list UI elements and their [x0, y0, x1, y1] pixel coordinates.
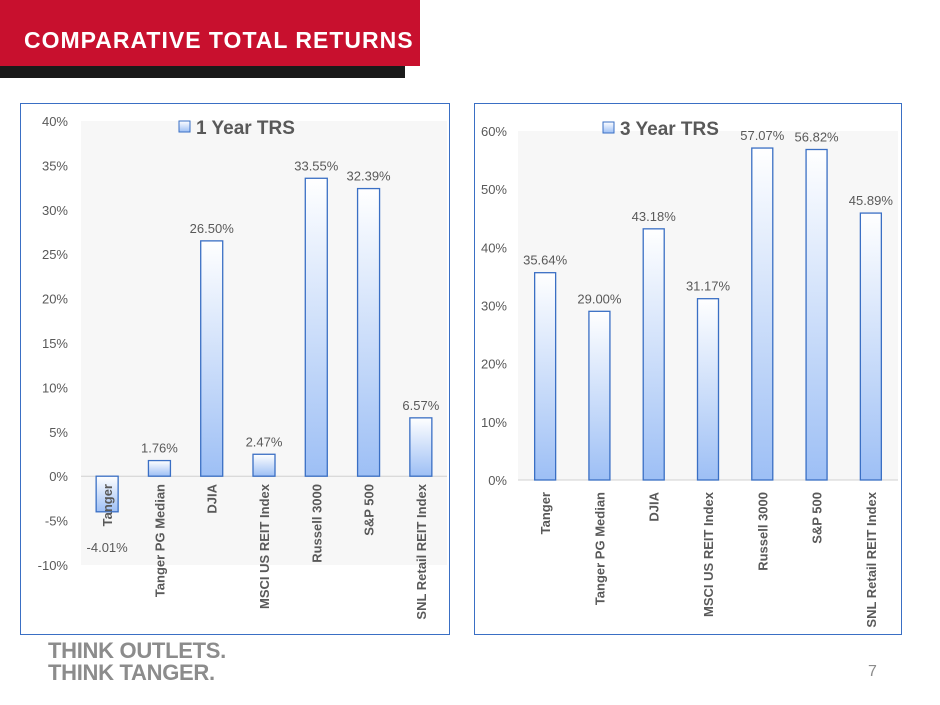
data-label: 35.64%	[523, 253, 568, 268]
y-tick-label: 5%	[49, 425, 68, 440]
category-label: S&P 500	[362, 484, 377, 536]
bar	[409, 417, 433, 477]
y-tick-label: 25%	[42, 247, 68, 262]
category-label: DJIA	[205, 483, 220, 513]
bar	[95, 475, 119, 513]
y-tick-label: 0%	[488, 473, 507, 488]
legend-swatch	[178, 120, 191, 133]
chart-1-year-trs: 40% 35% 30% 25% 20% 15% 10% 5% 0% -5% -10% -4.01% Ta…	[20, 103, 450, 635]
y-tick-label: 30%	[42, 203, 68, 218]
legend-label: 1 Year TRS	[196, 118, 295, 139]
category-label: S&P 500	[810, 492, 825, 544]
data-label: 6.57%	[402, 398, 439, 413]
data-label: 45.89%	[849, 193, 894, 208]
category-label: MSCI US REIT Index	[257, 483, 272, 609]
y-tick-label: -10%	[38, 558, 69, 573]
bar	[642, 228, 665, 481]
data-label: 57.07%	[740, 128, 785, 143]
y-tick-label: 30%	[481, 299, 507, 314]
y-tick-label: 40%	[481, 240, 507, 255]
bar	[696, 298, 720, 481]
data-label: -4.01%	[87, 540, 129, 555]
category-label: Tanger	[538, 492, 553, 534]
y-tick-label: 20%	[42, 292, 68, 307]
chart-3-year-trs: 60% 50% 40% 30% 20% 10% 0% 35.64% Tanger 29.00% Ta…	[474, 103, 902, 635]
data-label: 26.50%	[190, 221, 235, 236]
data-label: 56.82%	[795, 129, 840, 144]
y-tick-label: 35%	[42, 158, 68, 173]
y-tick-label: 20%	[481, 357, 507, 372]
category-label: Tanger PG Median	[152, 484, 167, 597]
bar	[304, 177, 328, 477]
logo-line-1: THINK OUTLETS.	[48, 638, 226, 663]
category-label: MSCI US REIT Index	[701, 491, 716, 617]
data-label: 43.18%	[632, 209, 677, 224]
chart-1-svg: 40% 35% 30% 25% 20% 15% 10% 5% 0% -5% -10% -4.01% Ta…	[38, 114, 447, 620]
bar	[356, 187, 381, 477]
data-label: 32.39%	[347, 169, 392, 184]
title-bar: COMPARATIVE TOTAL RETURNS	[0, 0, 420, 66]
category-label: Tanger PG Median	[592, 492, 607, 605]
bar	[588, 310, 611, 481]
y-tick-label: 10%	[481, 415, 507, 430]
category-label: Russell 3000	[755, 492, 770, 571]
y-tick-label: 15%	[42, 336, 68, 351]
chart-2-svg: 60% 50% 40% 30% 20% 10% 0% 35.64% Tanger 29.00% Ta…	[481, 119, 898, 628]
y-tick-label: -5%	[45, 514, 69, 529]
page-title: COMPARATIVE TOTAL RETURNS	[24, 27, 414, 53]
y-tick-label: 0%	[49, 469, 68, 484]
y-tick-label: 10%	[42, 380, 68, 395]
logo-line-2: THINK TANGER.	[48, 660, 215, 685]
y-tick-label: 50%	[481, 182, 507, 197]
category-label: Tanger	[100, 484, 115, 526]
bar	[200, 240, 224, 477]
category-label: SNL Retail REIT Index	[864, 491, 879, 627]
category-label: SNL Retail REIT Index	[414, 483, 429, 619]
bar	[252, 453, 276, 477]
bar	[147, 459, 172, 477]
data-label: 31.17%	[686, 279, 731, 294]
bar	[859, 212, 883, 481]
bar	[751, 147, 774, 481]
data-label: 1.76%	[141, 441, 178, 456]
y-tick-label: 60%	[481, 124, 507, 139]
bar	[805, 148, 828, 481]
bar	[533, 272, 557, 481]
data-label: 2.47%	[246, 434, 283, 449]
page-number: 7	[868, 663, 877, 680]
legend-label: 3 Year TRS	[620, 119, 719, 140]
legend-swatch	[602, 121, 615, 134]
category-label: Russell 3000	[309, 484, 324, 563]
tanger-logo: THINK OUTLETS. THINK TANGER.	[48, 640, 226, 684]
data-label: 29.00%	[577, 291, 622, 306]
y-tick-label: 40%	[42, 114, 68, 129]
plot-area	[81, 121, 447, 565]
category-label: DJIA	[647, 491, 662, 521]
data-label: 33.55%	[294, 158, 339, 173]
